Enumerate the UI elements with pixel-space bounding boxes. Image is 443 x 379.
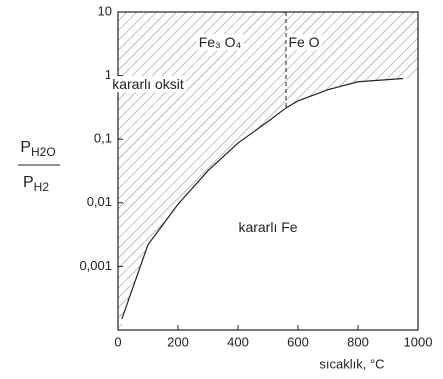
y-tick-label: 0,01 bbox=[87, 194, 112, 209]
y-tick-label: 10 bbox=[98, 3, 112, 18]
x-axis-label: sıcaklık, °C bbox=[319, 356, 384, 371]
annotation: kararlı oksit bbox=[112, 76, 184, 92]
label-base: P bbox=[23, 174, 34, 191]
x-tick-label: 400 bbox=[227, 334, 249, 349]
annotation: kararlı Fe bbox=[238, 219, 297, 235]
annotation: Fe O bbox=[288, 34, 319, 50]
x-tick-label: 800 bbox=[347, 334, 369, 349]
y-tick-label: 0,1 bbox=[94, 131, 112, 146]
y-tick-label: 0,001 bbox=[79, 258, 112, 273]
label-sub: H2O bbox=[31, 145, 56, 159]
annotation-bg bbox=[110, 76, 186, 93]
x-tick-label: 0 bbox=[114, 334, 121, 349]
label-sub: H2 bbox=[34, 180, 50, 194]
y-tick-label: 1 bbox=[105, 67, 112, 82]
annotation-bg bbox=[236, 218, 300, 235]
y-axis-label: PH2O PH2 bbox=[18, 139, 60, 194]
annotation-bg bbox=[286, 34, 322, 51]
annotation: Fe₃ O₄ bbox=[199, 34, 242, 50]
annotation-bg bbox=[196, 34, 244, 51]
hatched-region bbox=[118, 12, 418, 330]
label-base: P bbox=[20, 139, 31, 156]
plot-frame bbox=[117, 11, 419, 331]
y-label-numerator: PH2O bbox=[20, 139, 55, 159]
boundary-curve bbox=[121, 77, 404, 320]
x-tick-label: 1000 bbox=[404, 334, 433, 349]
y-label-denominator: PH2 bbox=[23, 174, 49, 194]
x-tick-label: 200 bbox=[167, 334, 189, 349]
x-tick-label: 600 bbox=[287, 334, 309, 349]
